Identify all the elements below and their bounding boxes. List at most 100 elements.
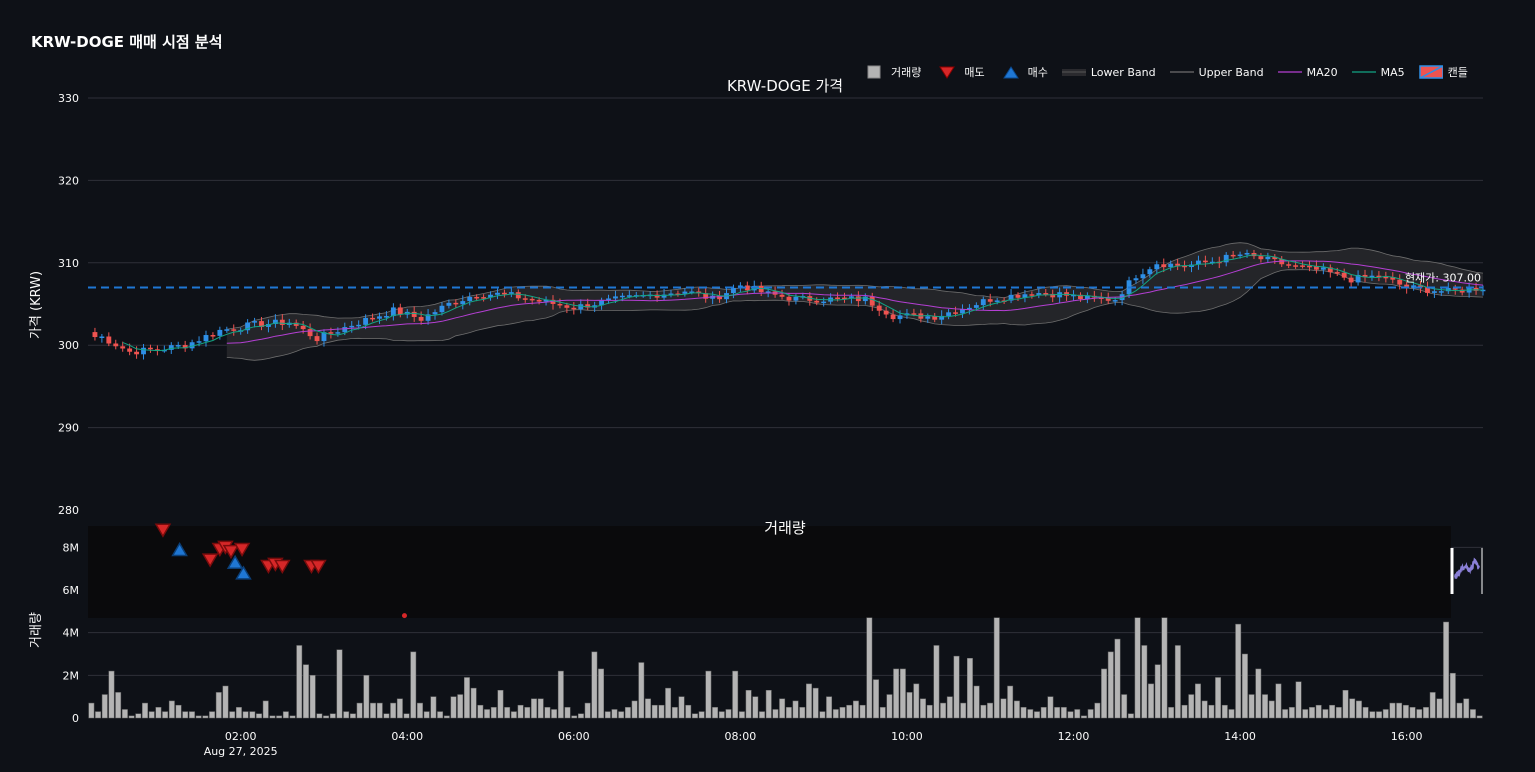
volume-bar	[363, 675, 370, 719]
candle	[564, 302, 570, 314]
candle	[1383, 271, 1389, 283]
candle-body	[1431, 291, 1437, 293]
legend-item-volume[interactable]: 거래량	[862, 64, 921, 80]
candle-body	[154, 349, 160, 351]
volume-bar	[1241, 653, 1248, 719]
candle-body	[1161, 264, 1167, 268]
candle-body	[606, 298, 611, 301]
legend-item-upper-band[interactable]: Upper Band	[1169, 65, 1264, 79]
legend-label: 거래량	[891, 66, 922, 79]
candle-body	[932, 316, 938, 320]
volume-bar	[678, 696, 685, 719]
legend-label: Upper Band	[1198, 65, 1264, 79]
candle	[141, 343, 146, 360]
legend-label: 매도	[964, 66, 985, 79]
candle-body	[1050, 293, 1056, 298]
volume-bar	[1396, 702, 1403, 719]
volume-tick-label: 4M	[63, 627, 80, 640]
volume-bar	[1288, 707, 1295, 719]
candle-body	[99, 336, 105, 339]
candle-body	[536, 299, 542, 302]
candle-body	[1397, 279, 1403, 285]
legend-item-lower-band[interactable]: Lower Band	[1061, 65, 1156, 79]
candle	[779, 289, 785, 300]
candle-body	[1425, 287, 1430, 293]
volume-bar	[430, 696, 437, 719]
candle-body	[1244, 252, 1250, 255]
volume-tick-label: 0	[72, 712, 79, 725]
volume-bar	[1188, 694, 1195, 719]
volume-bar	[618, 711, 625, 719]
volume-bar	[1114, 638, 1121, 719]
candle-body	[293, 322, 299, 326]
candle-body	[786, 296, 792, 301]
candle-body	[1418, 285, 1423, 288]
candle-body	[876, 305, 882, 311]
candle-body	[1334, 272, 1340, 274]
candle	[1369, 270, 1375, 281]
volume-bar	[571, 715, 578, 719]
candle	[390, 303, 396, 321]
price-tick-label: 290	[58, 422, 79, 435]
volume-bar	[349, 713, 356, 719]
candle	[224, 326, 230, 333]
volume-bar	[108, 670, 115, 719]
candle	[571, 302, 577, 315]
candle-body	[890, 314, 896, 320]
volume-bar	[524, 707, 531, 719]
candle-body	[973, 305, 979, 308]
candle	[279, 314, 285, 331]
volume-bar	[1121, 694, 1128, 719]
volume-bar	[135, 713, 142, 719]
volume-bar	[1168, 707, 1175, 719]
range-slider-track	[1451, 548, 1483, 594]
candle-body	[397, 307, 403, 315]
current-price-label: 현재가: 307.00	[1405, 272, 1481, 285]
legend-item-sell[interactable]: 매도	[935, 64, 985, 80]
volume-bar	[1315, 704, 1322, 719]
candle-body	[1348, 277, 1354, 283]
legend-item-ma5[interactable]: MA5	[1351, 65, 1405, 79]
candle	[675, 290, 681, 297]
candle-body	[1383, 276, 1389, 279]
candle	[1161, 258, 1167, 273]
candle	[1286, 261, 1292, 269]
volume-bar	[631, 700, 638, 719]
volume-bar	[1054, 707, 1061, 719]
candle-body	[661, 294, 667, 298]
volume-bar	[1476, 715, 1483, 719]
x-tick-label: 08:00	[725, 730, 757, 743]
legend-item-buy[interactable]: 매수	[999, 64, 1048, 80]
candle	[1147, 266, 1153, 278]
volume-bar	[1423, 707, 1429, 719]
legend-item-ma20[interactable]: MA20	[1277, 65, 1338, 79]
candle-body	[1293, 265, 1299, 267]
volume-bar	[832, 709, 839, 719]
candle-body	[585, 304, 591, 308]
volume-bar	[946, 696, 953, 719]
candle	[1459, 286, 1465, 296]
volume-bar	[128, 715, 135, 719]
candle-body	[758, 285, 764, 293]
volume-bar	[645, 698, 651, 719]
volume-bar	[665, 687, 672, 719]
candle-body	[1237, 254, 1243, 257]
candle	[515, 289, 521, 301]
legend-label: Lower Band	[1090, 65, 1156, 79]
legend-label: MA5	[1380, 65, 1405, 79]
candle	[349, 321, 355, 333]
bollinger-band	[226, 242, 1484, 361]
candle	[1411, 282, 1417, 291]
candle	[654, 290, 660, 302]
candle-body	[543, 299, 549, 302]
volume-bar	[1470, 709, 1476, 719]
candle	[1355, 270, 1361, 286]
candle-body	[626, 295, 632, 297]
volume-bar	[899, 668, 906, 719]
volume-bar	[1161, 617, 1168, 719]
legend-item-candle[interactable]: 캔들	[1418, 64, 1468, 80]
candle-body	[849, 296, 854, 298]
volume-bar	[1174, 645, 1181, 719]
candle	[161, 345, 167, 353]
